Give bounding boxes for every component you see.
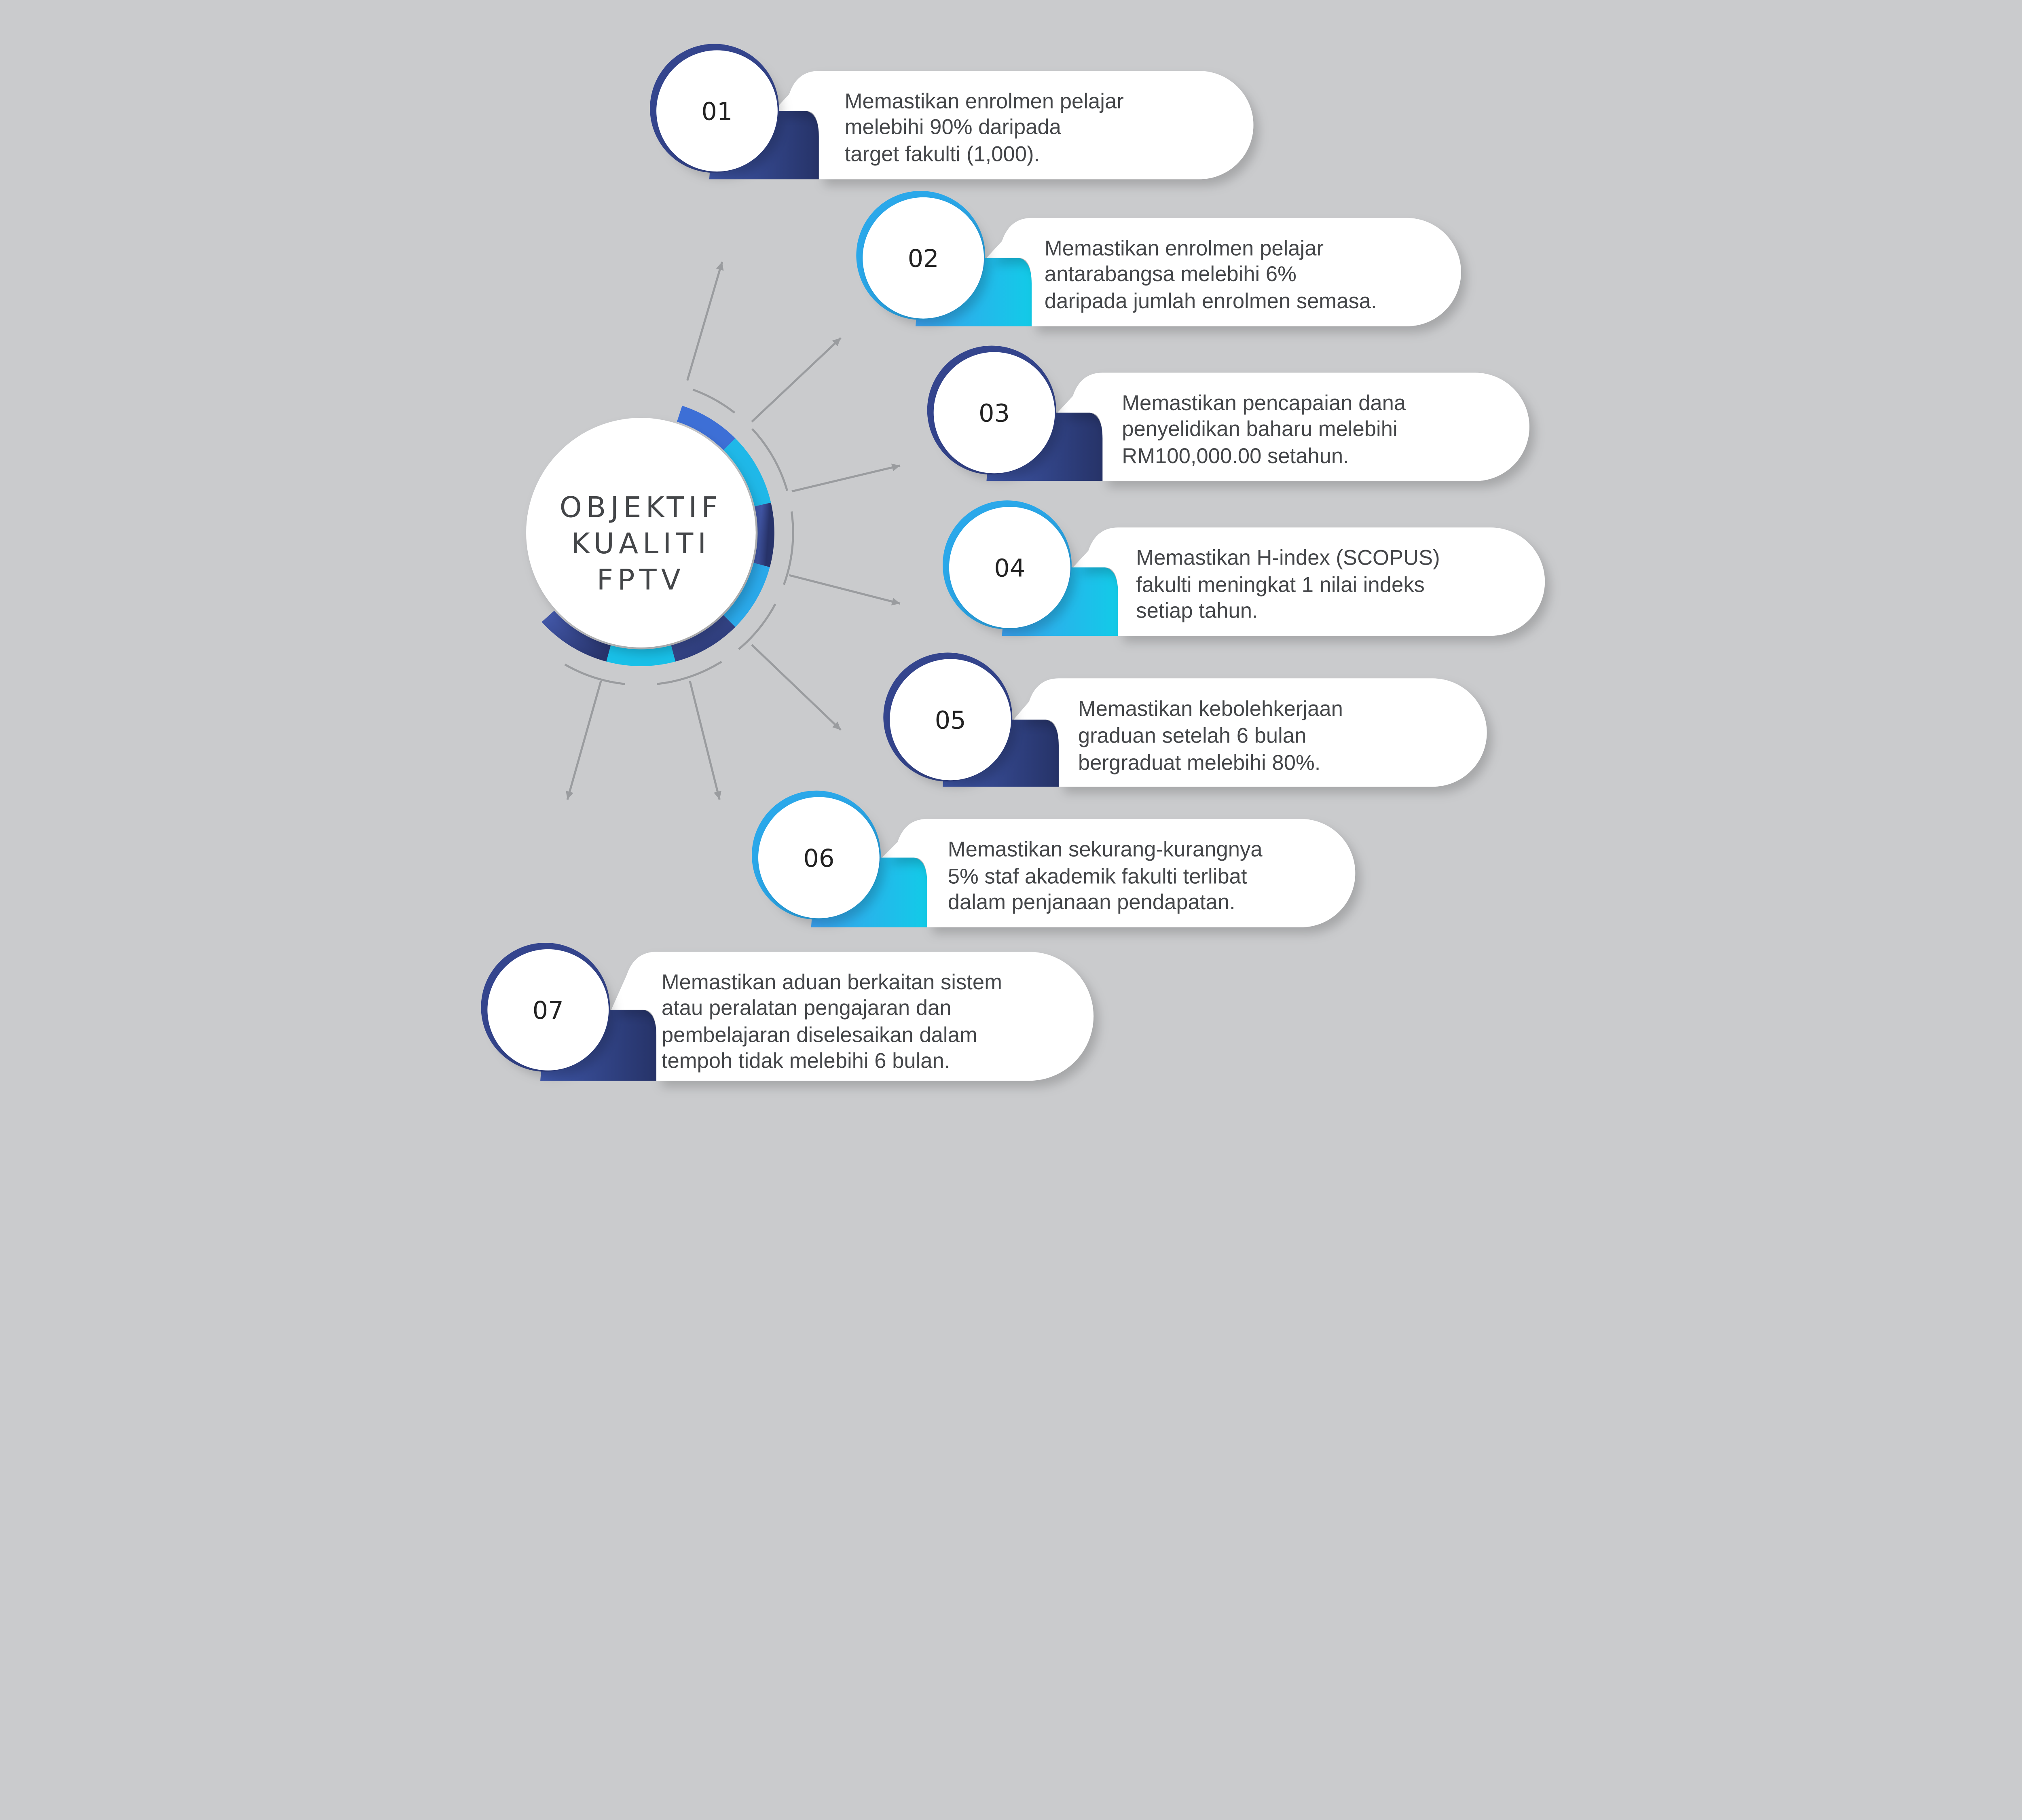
objective-text-line: atau peralatan pengajaran dan [662, 996, 952, 1020]
number-circle [863, 197, 984, 319]
connector-line [751, 337, 842, 423]
ring-segment [753, 502, 774, 567]
objective-text-line: Memastikan enrolmen pelajar [845, 89, 1124, 113]
number-circle [656, 50, 778, 172]
objective-item-07: 07 Memastikan aduan berkaitan sistematau … [481, 942, 1094, 1081]
connector-line [791, 464, 901, 493]
objective-item-04: 04 Memastikan H-index (SCOPUS) fakulti men… [942, 500, 1545, 636]
center-hub: OBJEKTIF KUALITI FPTV [526, 418, 756, 648]
objective-text-line: graduan setelah 6 bulan [1078, 724, 1307, 748]
objective-number: 02 [908, 245, 939, 273]
objective-item-06: 06 Memastikan sekurang-kurangnya 5% staf a… [752, 790, 1356, 927]
objective-text-line: Memastikan H-index (SCOPUS) [1136, 546, 1440, 570]
outer-arc [692, 388, 736, 414]
number-circle [758, 797, 880, 918]
connector-line [686, 261, 723, 381]
objective-number: 03 [979, 400, 1010, 428]
title-line: FPTV [597, 563, 685, 596]
objective-text-line: Memastikan kebolehkerjaan [1078, 697, 1343, 721]
arrow-head-icon [891, 597, 900, 605]
objective-card [1057, 372, 1529, 481]
objective-text-line: setiap tahun. [1136, 599, 1258, 622]
objective-card [774, 71, 1254, 180]
ring-segment [677, 406, 736, 451]
ring-segment [541, 610, 611, 662]
objective-card [882, 819, 1356, 927]
outer-arc [751, 428, 788, 491]
title-line: KUALITI [571, 527, 711, 560]
objective-item-02: 02 Memastikan enrolmen pelajarantarabangs… [856, 190, 1461, 326]
objective-text-line: Memastikan pencapaian dana [1122, 391, 1406, 415]
objective-number: 06 [803, 844, 834, 873]
connector-lines [564, 261, 901, 800]
arrow-head-icon [832, 721, 841, 730]
objective-text-line: pembelajaran diselesaikan dalam [662, 1023, 977, 1047]
objective-card [1073, 527, 1545, 636]
objective-text-line: bergraduat melebihi 80%. [1078, 751, 1321, 775]
objective-text-line: daripada jumlah enrolmen semasa. [1045, 289, 1377, 313]
center-ring [541, 406, 774, 666]
objective-text-line: melebihi 90% daripada [845, 115, 1062, 139]
outer-arc [656, 660, 722, 685]
ring-segment [671, 615, 736, 662]
title-line: OBJEKTIF [560, 491, 722, 524]
arrow-head-icon [714, 791, 721, 800]
number-circle [487, 949, 609, 1071]
ring-segment [606, 645, 676, 666]
objective-text-line: Memastikan aduan berkaitan sistem [662, 970, 1002, 994]
objective-number: 01 [701, 98, 732, 126]
objective-text-line: target fakulti (1,000). [845, 142, 1040, 166]
objective-text-line: Memastikan sekurang-kurangnya [948, 837, 1263, 861]
objective-text-line: penyelidikan baharu melebihi [1122, 417, 1397, 441]
objective-text-line: 5% staf akademik fakulti terlibat [948, 864, 1247, 888]
arrow-head-icon [716, 262, 724, 271]
outer-arc [738, 603, 776, 650]
arrow-head-icon [891, 463, 900, 472]
objective-number: 05 [935, 707, 966, 735]
connector-line [789, 574, 901, 605]
objective-text-line: Memastikan enrolmen pelajar [1045, 236, 1324, 260]
objective-number: 07 [533, 997, 564, 1025]
objective-text-line: RM100,000.00 setahun. [1122, 444, 1349, 468]
ring-segment [723, 563, 770, 627]
outer-arc [564, 663, 625, 685]
connector-line [566, 680, 602, 800]
objective-item-05: 05 Memastikan kebolehkerjaan graduan setel… [883, 652, 1487, 787]
objectives-infographic: OBJEKTIF KUALITI FPTV 01 Memastikan enrol… [481, 44, 1545, 1081]
number-circle [933, 352, 1055, 474]
objective-item-03: 03 Memastikan pencapaian danapenyelidikan… [927, 345, 1529, 481]
objective-card [1013, 678, 1487, 787]
connector-line [751, 644, 842, 731]
objective-text-line: fakulti meningkat 1 nilai indeks [1136, 573, 1425, 597]
objective-card [611, 952, 1094, 1081]
objective-text-line: tempoh tidak melebihi 6 bulan. [662, 1049, 950, 1073]
center-circle [526, 418, 756, 648]
objective-text-line: antarabangsa melebihi 6% [1045, 262, 1297, 286]
number-circle [890, 659, 1011, 781]
arrow-head-icon [832, 338, 841, 347]
objective-card [986, 218, 1461, 326]
ring-segment [723, 438, 771, 507]
outer-arc [783, 511, 794, 585]
number-circle [949, 507, 1070, 628]
objective-number: 04 [994, 554, 1025, 582]
connector-line [689, 681, 721, 800]
objective-text-line: dalam penjanaan pendapatan. [948, 890, 1235, 914]
arrow-head-icon [566, 791, 573, 800]
